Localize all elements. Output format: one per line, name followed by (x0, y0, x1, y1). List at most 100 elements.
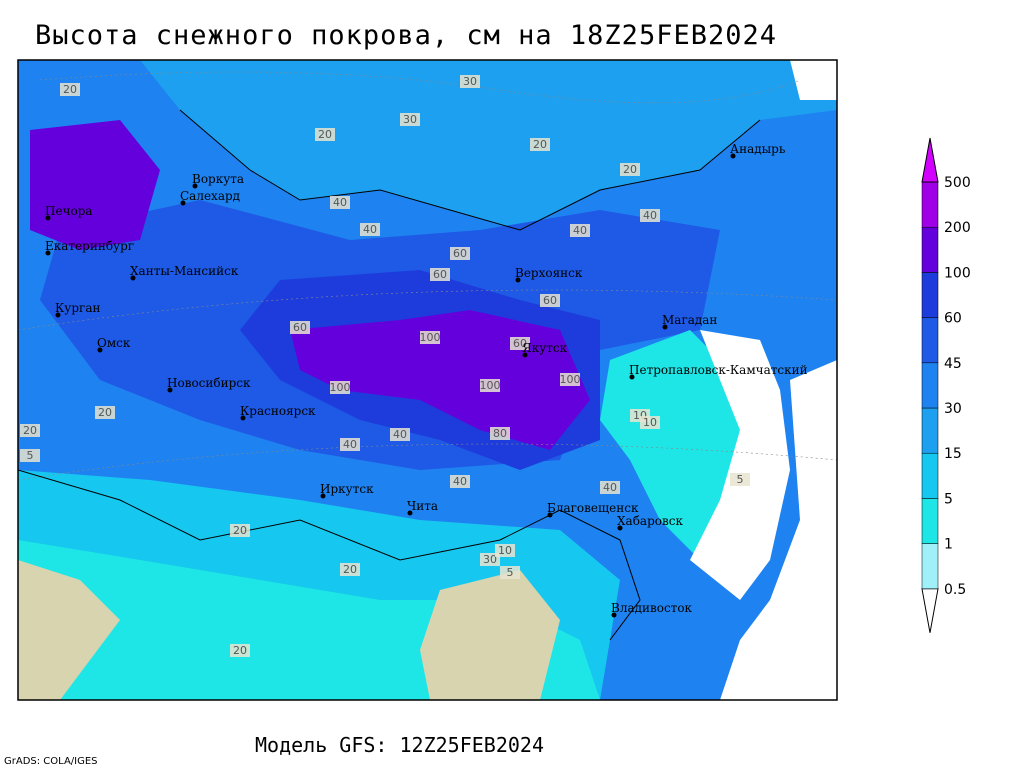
contour-label: 40 (363, 223, 377, 236)
legend-swatch (921, 407, 939, 454)
city-label: Красноярск (240, 404, 316, 418)
contour-label-box (340, 563, 360, 576)
contour-label-box (60, 83, 80, 96)
legend-swatch (921, 272, 939, 318)
map-frame (17, 59, 838, 701)
city-label: Магадан (662, 313, 717, 327)
contour-label: 10 (643, 416, 657, 429)
city-dot (320, 493, 326, 499)
city-dot (130, 275, 136, 281)
contour-label: 20 (63, 83, 77, 96)
contour-label: 30 (483, 553, 497, 566)
contour-label: 5 (737, 473, 744, 486)
contour-label-box (495, 544, 515, 557)
legend-top-triangle (921, 137, 939, 183)
contour-label-box (95, 406, 115, 419)
contour-label: 20 (533, 138, 547, 151)
contour-label: 60 (453, 247, 467, 260)
contour-label: 40 (333, 196, 347, 209)
legend-label: 5 (944, 491, 953, 507)
city-label: Хабаровск (617, 514, 683, 528)
contour-label: 60 (513, 337, 527, 350)
contour-label: 40 (393, 428, 407, 441)
contour-label: 60 (293, 321, 307, 334)
contour-label-box (20, 424, 40, 437)
contour-label-box (230, 524, 250, 537)
contour-label-box (600, 481, 620, 494)
contour-label: 20 (23, 424, 37, 437)
contour-label: 20 (233, 644, 247, 657)
city-dot (617, 525, 623, 531)
contour-label-box (510, 337, 530, 350)
contour-label: 80 (493, 427, 507, 440)
contour-label: 40 (603, 481, 617, 494)
city-dot (547, 512, 553, 518)
contour-label-box (400, 113, 420, 126)
contour-label: 100 (420, 331, 441, 344)
city-dot (611, 612, 617, 618)
city-label: Печора (45, 204, 93, 218)
contour-label-box (640, 209, 660, 222)
contour-label: 40 (643, 209, 657, 222)
city-dot (45, 250, 51, 256)
contour-label-box (450, 247, 470, 260)
city-dot (522, 352, 528, 358)
legend-swatch (921, 543, 939, 590)
contour-label-box (640, 416, 660, 429)
contour-label: 100 (330, 381, 351, 394)
city-label: Екатеринбург (45, 239, 134, 253)
credit: GrADS: COLA/IGES (4, 756, 98, 767)
contour-label-box (490, 427, 510, 440)
city-label: Благовещенск (547, 501, 639, 515)
legend-swatch (921, 498, 939, 544)
contour-label-box (620, 163, 640, 176)
city-dot (730, 153, 736, 159)
legend-label: 0.5 (944, 582, 966, 598)
city-label: Иркутск (320, 482, 374, 496)
city-label: Якутск (522, 341, 568, 355)
city-label: Новосибирск (167, 376, 251, 390)
city-dot (407, 510, 413, 516)
legend-label: 60 (944, 311, 962, 327)
city-dot (515, 277, 521, 283)
city-dot (167, 387, 173, 393)
legend-label: 500 (944, 175, 971, 191)
legend-label: 100 (944, 265, 971, 281)
contour-label: 100 (560, 373, 581, 386)
contour-label-box (540, 294, 560, 307)
city-label: Владивосток (611, 601, 693, 615)
contour-label: 40 (343, 438, 357, 451)
contour-label: 20 (343, 563, 357, 576)
legend-label: 15 (944, 446, 962, 462)
contour-label-box (340, 438, 360, 451)
city-label: Петропавловск-Камчатский (629, 363, 808, 377)
contour-label-box (420, 331, 440, 344)
contour-label-box (290, 321, 310, 334)
city-dot (97, 347, 103, 353)
city-label: Воркута (192, 172, 244, 186)
contour-label: 20 (623, 163, 637, 176)
contour-label: 60 (433, 268, 447, 281)
map-labels: 20 30 30 20 20 20 40 40 60 60 60 40 40 100 100 100 80 60 4… (20, 75, 808, 657)
contour-label: 40 (573, 224, 587, 237)
legend-swatch (921, 452, 939, 499)
city-label: Ханты-Мансийск (130, 264, 239, 278)
contour-label: 5 (27, 449, 34, 462)
legend-label: 1 (944, 537, 953, 553)
city-dot (629, 374, 635, 380)
contour-label: 20 (98, 406, 112, 419)
contour-label-box (330, 381, 350, 394)
contour-label-box (480, 379, 500, 392)
contour-label: 10 (498, 544, 512, 557)
contour-label: 30 (403, 113, 417, 126)
city-dot (662, 324, 668, 330)
legend-bottom-triangle (921, 588, 939, 633)
legend-swatch (921, 226, 939, 273)
contour-label-box (560, 373, 580, 386)
contour-label-box (530, 138, 550, 151)
contour-label-box (570, 224, 590, 237)
contour-label-box (460, 75, 480, 88)
contour-label-box (430, 268, 450, 281)
